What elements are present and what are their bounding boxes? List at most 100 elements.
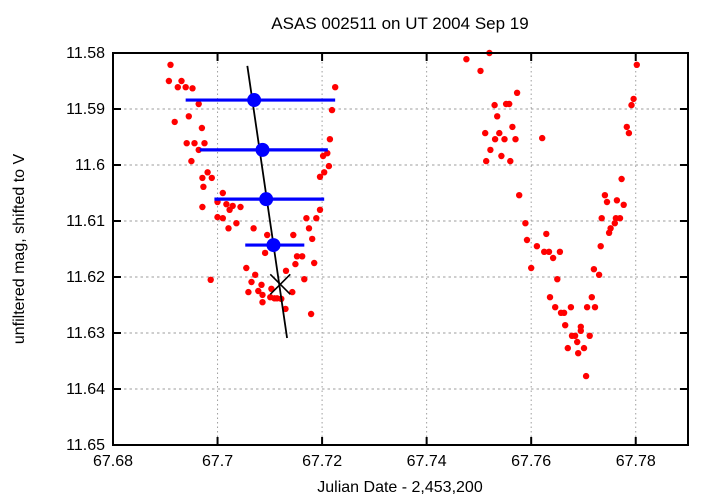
photometry-point bbox=[533, 243, 541, 250]
photometry-point bbox=[198, 124, 206, 132]
photometry-point bbox=[590, 266, 598, 273]
photometry-point bbox=[601, 192, 609, 199]
photometry-point bbox=[491, 101, 498, 109]
plot-border bbox=[112, 52, 689, 446]
x-tick-label: 67.74 bbox=[407, 453, 447, 470]
photometry-point bbox=[182, 84, 189, 91]
photometry-point bbox=[554, 276, 561, 283]
photometry-point bbox=[250, 225, 257, 232]
photometry-point bbox=[252, 271, 259, 278]
photometry-point bbox=[299, 253, 306, 260]
y-tick-label: 11.58 bbox=[66, 45, 105, 62]
photometry-point bbox=[541, 248, 548, 255]
photometry-point bbox=[623, 123, 630, 131]
photometry-point bbox=[226, 206, 233, 213]
photometry-point bbox=[564, 344, 571, 352]
photometry-point bbox=[214, 213, 221, 221]
photometry-point bbox=[575, 350, 582, 357]
y-tick-label: 11.6 bbox=[75, 157, 105, 174]
photometry-point bbox=[191, 140, 198, 147]
photometry-point bbox=[243, 264, 250, 272]
photometry-point bbox=[501, 136, 508, 143]
photometry-point bbox=[208, 174, 215, 182]
photometry-point bbox=[567, 304, 575, 311]
binned-mean-point bbox=[266, 238, 281, 253]
photometry-point bbox=[204, 169, 211, 176]
photometry-point bbox=[549, 254, 557, 262]
photometry-point bbox=[487, 146, 494, 154]
photometry-point bbox=[290, 231, 297, 239]
x-tick-label: 67.76 bbox=[511, 453, 551, 470]
photometry-point bbox=[591, 304, 599, 311]
photometry-point bbox=[183, 140, 190, 147]
photometry-point bbox=[261, 249, 269, 257]
photometry-point bbox=[522, 220, 529, 227]
photometry-point bbox=[245, 288, 252, 296]
photometry-point bbox=[167, 61, 174, 68]
photometry-point bbox=[586, 332, 593, 339]
photometry-point bbox=[560, 309, 568, 316]
photometry-point bbox=[305, 225, 313, 232]
photometry-point bbox=[325, 162, 333, 170]
photometry-point bbox=[620, 201, 627, 208]
photometry-point bbox=[237, 203, 244, 211]
photometry-point bbox=[513, 89, 521, 97]
photometry-point bbox=[199, 174, 206, 182]
photometry-point bbox=[633, 61, 640, 68]
y-tick-label: 11.63 bbox=[66, 325, 105, 342]
photometry-point bbox=[523, 236, 531, 244]
photometry-point bbox=[628, 101, 635, 109]
y-axis-label: unfiltered mag, shifted to V bbox=[11, 154, 28, 345]
photometry-point bbox=[307, 310, 315, 318]
photometry-point bbox=[562, 322, 569, 329]
photometry-point bbox=[200, 183, 207, 190]
photometry-point bbox=[571, 332, 579, 339]
photometry-point bbox=[199, 203, 206, 211]
x-tick-label: 67.72 bbox=[302, 453, 342, 470]
binned-mean-point bbox=[259, 192, 274, 207]
photometry-point bbox=[506, 100, 513, 108]
photometry-point bbox=[219, 215, 226, 222]
photometry-point bbox=[494, 113, 501, 120]
photometry-point bbox=[597, 243, 604, 250]
photometry-point bbox=[319, 152, 327, 160]
photometry-point bbox=[301, 276, 308, 283]
photometry-point bbox=[303, 215, 310, 222]
photometry-point bbox=[282, 267, 290, 274]
photometry-point bbox=[264, 231, 271, 239]
photometry-point bbox=[630, 95, 637, 103]
photometry-point bbox=[248, 278, 255, 286]
photometry-point bbox=[598, 215, 605, 222]
photometry-point bbox=[292, 260, 299, 268]
photometry-point bbox=[613, 197, 621, 204]
photometry-point bbox=[201, 140, 208, 147]
photometry-point bbox=[321, 169, 328, 176]
photometry-point bbox=[178, 77, 185, 85]
photometry-point bbox=[293, 253, 301, 260]
photometry-point bbox=[259, 291, 266, 299]
photometry-point bbox=[316, 173, 324, 180]
photometry-point bbox=[528, 264, 535, 272]
chart-title: ASAS 002511 on UT 2004 Sep 19 bbox=[271, 14, 528, 33]
photometry-point bbox=[577, 327, 584, 334]
photometry-point bbox=[259, 299, 266, 306]
binned-mean-point bbox=[255, 142, 270, 157]
y-tick-label: 11.64 bbox=[66, 381, 105, 398]
photometry-point bbox=[603, 198, 611, 206]
y-tick-label: 11.59 bbox=[66, 101, 105, 118]
photometry-point bbox=[618, 175, 625, 183]
photometry-point bbox=[582, 372, 590, 380]
minimum-cross-marker bbox=[269, 273, 291, 295]
photometry-point bbox=[507, 157, 514, 165]
photometry-point bbox=[509, 123, 516, 131]
photometry-point bbox=[326, 136, 334, 143]
photometry-point bbox=[171, 118, 178, 126]
photometry-point bbox=[588, 294, 595, 301]
photometry-point bbox=[332, 84, 339, 91]
photometry-point bbox=[616, 215, 624, 222]
photometry-point bbox=[580, 344, 588, 352]
photometry-point bbox=[543, 230, 550, 238]
photometry-point bbox=[595, 271, 603, 278]
